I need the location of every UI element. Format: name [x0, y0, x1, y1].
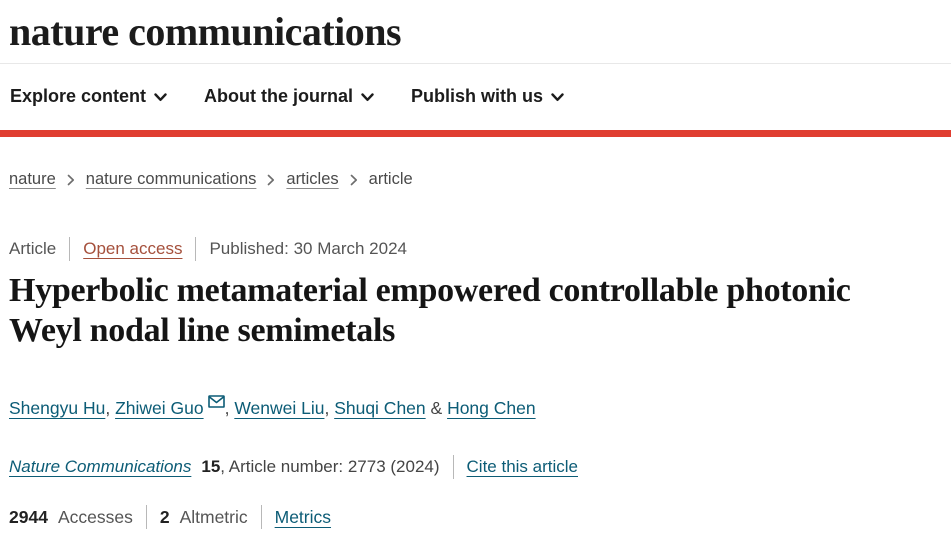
divider [452, 455, 454, 479]
author-item: Zhiwei Guo, [115, 395, 235, 418]
author-separator: , [105, 398, 116, 418]
divider [260, 505, 262, 529]
chevron-down-icon [551, 91, 564, 102]
article-number: , Article number: 2773 (2024) [220, 457, 440, 476]
metrics-row: 2944 Accesses 2 Altmetric Metrics [9, 504, 942, 530]
metrics-link[interactable]: Metrics [274, 507, 332, 527]
citation-row: Nature Communications 15, Article number… [9, 454, 942, 480]
citation-text: 15, Article number: 2773 (2024) [201, 454, 439, 480]
chevron-right-icon [67, 174, 75, 186]
author-item: Shengyu Hu, [9, 398, 115, 418]
divider [195, 237, 197, 261]
published-date: Published: 30 March 2024 [209, 239, 407, 258]
divider [69, 237, 71, 261]
article-meta-row: Article Open access Published: 30 March … [9, 237, 942, 261]
breadcrumb-link-articles[interactable]: articles [286, 170, 339, 188]
nav-about-journal[interactable]: About the journal [204, 84, 374, 108]
accesses-count: 2944 [9, 507, 48, 527]
altmetric-count: 2 [159, 507, 170, 527]
article-type-label: Article [9, 239, 57, 258]
cite-this-article-link[interactable]: Cite this article [466, 457, 578, 476]
author-link-zhiwei-guo[interactable]: Zhiwei Guo [115, 398, 204, 418]
author-item: Wenwei Liu, [234, 398, 334, 418]
journal-volume: 15 [201, 457, 221, 476]
author-link-shuqi-chen[interactable]: Shuqi Chen [334, 398, 426, 418]
article-header-section: nature nature communications articles ar… [0, 169, 951, 530]
breadcrumb-link-nature[interactable]: nature [9, 170, 56, 188]
email-envelope-icon[interactable] [207, 392, 225, 412]
nav-explore-content[interactable]: Explore content [10, 84, 167, 108]
nav-about-journal-label: About the journal [204, 86, 354, 106]
chevron-down-icon [361, 91, 374, 102]
nav-publish-with-us[interactable]: Publish with us [411, 84, 564, 108]
open-access-link[interactable]: Open access [83, 239, 183, 258]
breadcrumb: nature nature communications articles ar… [9, 169, 942, 190]
author-separator: , [324, 398, 335, 418]
chevron-right-icon [350, 174, 358, 186]
journal-logo[interactable]: nature communications [9, 9, 402, 54]
author-link-shengyu-hu[interactable]: Shengyu Hu [9, 398, 106, 418]
article-title: Hyperbolic metamaterial empowered contro… [9, 272, 851, 349]
nav-publish-with-us-label: Publish with us [411, 86, 544, 106]
chevron-down-icon [154, 91, 167, 102]
author-item: Hong Chen [447, 398, 536, 418]
author-separator: , [224, 398, 235, 418]
altmetric-label: Altmetric [179, 507, 248, 527]
accesses-label: Accesses [57, 507, 133, 527]
main-navigation: Explore content About the journal Publis… [0, 64, 951, 137]
author-link-hong-chen[interactable]: Hong Chen [447, 398, 536, 418]
author-separator: & [425, 398, 448, 418]
nav-explore-content-label: Explore content [10, 86, 147, 106]
chevron-right-icon [267, 174, 275, 186]
site-header: nature communications [0, 0, 951, 64]
authors-list: Shengyu Hu, Zhiwei Guo, Wenwei Liu, Shuq… [9, 389, 942, 421]
breadcrumb-current-article: article [368, 170, 413, 188]
journal-link[interactable]: Nature Communications [9, 457, 192, 476]
breadcrumb-link-nature-communications[interactable]: nature communications [85, 170, 257, 188]
divider [145, 505, 147, 529]
author-link-wenwei-liu[interactable]: Wenwei Liu [234, 398, 325, 418]
author-item: Shuqi Chen & [334, 398, 447, 418]
